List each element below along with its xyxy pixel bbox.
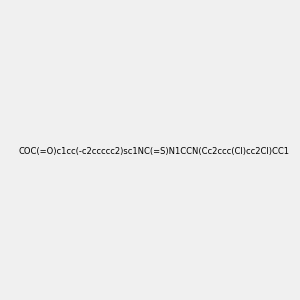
Text: COC(=O)c1cc(-c2ccccc2)sc1NC(=S)N1CCN(Cc2ccc(Cl)cc2Cl)CC1: COC(=O)c1cc(-c2ccccc2)sc1NC(=S)N1CCN(Cc2… (18, 147, 289, 156)
